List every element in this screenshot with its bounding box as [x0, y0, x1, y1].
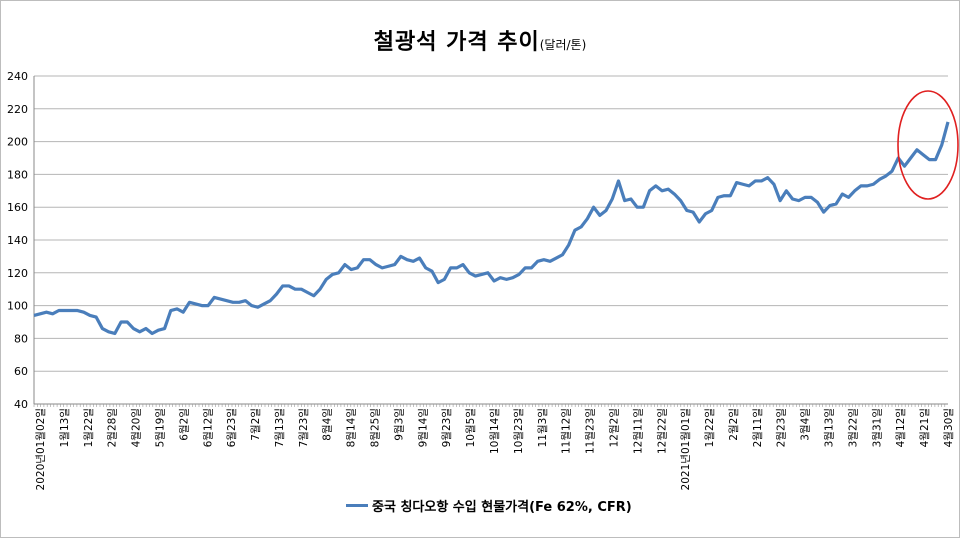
- x-tick-label: 6월12일: [201, 408, 214, 447]
- y-tick-label: 180: [7, 168, 28, 181]
- y-tick-label: 60: [14, 365, 28, 378]
- x-tick-label: 3월31일: [870, 408, 883, 447]
- x-tick-label: 1월13일: [58, 408, 71, 447]
- chart-title: 철광석 가격 추이(달러/톤): [0, 24, 960, 56]
- x-tick-label: 8월4일: [321, 408, 334, 441]
- x-tick-label: 7월2일: [249, 408, 262, 441]
- x-tick-label: 4월12일: [894, 408, 907, 447]
- x-tick-label: 3월13일: [823, 408, 836, 447]
- x-tick-label: 6월2일: [177, 408, 190, 441]
- x-tick-label: 1월22일: [703, 408, 716, 447]
- y-tick-label: 120: [7, 267, 28, 280]
- y-tick-label: 200: [7, 136, 28, 149]
- x-tick-label: 8월14일: [345, 408, 358, 447]
- x-tick-label: 9월3일: [392, 408, 405, 441]
- x-tick-label: 3월4일: [799, 408, 812, 441]
- x-tick-label: 4월20일: [130, 408, 143, 447]
- x-tick-label: 1월22일: [82, 408, 95, 447]
- y-tick-label: 100: [7, 300, 28, 313]
- y-tick-label: 140: [7, 234, 28, 247]
- legend-swatch: [346, 504, 368, 507]
- series-line: [33, 121, 950, 336]
- x-tick-label: 11월23일: [584, 408, 597, 454]
- y-tick-label: 220: [7, 103, 28, 116]
- x-tick-label: 4월21일: [918, 408, 931, 447]
- x-tick-label: 12월11일: [631, 408, 644, 454]
- chart-title-unit: (달러/톤): [539, 38, 587, 52]
- x-tick-label: 2021년01월01일: [679, 408, 692, 490]
- x-tick-label: 7월23일: [297, 408, 310, 447]
- x-tick-label: 11월3일: [536, 408, 549, 447]
- x-tick-label: 10월14일: [488, 408, 501, 454]
- x-tick-label: 9월23일: [440, 408, 453, 447]
- x-tick-label: 10월23일: [512, 408, 525, 454]
- highlight-ellipse: [897, 90, 959, 200]
- x-tick-label: 7월13일: [273, 408, 286, 447]
- x-tick-label: 9월14일: [416, 408, 429, 447]
- y-tick-label: 80: [14, 332, 28, 345]
- x-tick-label: 11월12일: [560, 408, 573, 454]
- y-tick-label: 160: [7, 201, 28, 214]
- x-tick-label: 2월11일: [751, 408, 764, 447]
- y-tick-label: 240: [7, 70, 28, 83]
- x-tick-label: 2020년01월02일: [34, 408, 47, 490]
- x-tick-label: 5월19일: [153, 408, 166, 447]
- y-tick-label: 40: [14, 398, 28, 411]
- x-tick-label: 2월2일: [727, 408, 740, 441]
- x-tick-label: 6월23일: [225, 408, 238, 447]
- x-tick-label: 8월25일: [369, 408, 382, 447]
- chart-title-main: 철광석 가격 추이: [373, 30, 540, 55]
- x-tick-label: 10월5일: [464, 408, 477, 447]
- x-tick-label: 4월30일: [942, 408, 955, 447]
- x-tick-label: 2월23일: [775, 408, 788, 447]
- x-tick-label: 12월2일: [607, 408, 620, 447]
- legend-label: 중국 칭다오항 수입 현물가격(Fe 62%, CFR): [372, 500, 632, 515]
- x-tick-label: 3월22일: [846, 408, 859, 447]
- x-tick-label: 12월22일: [655, 408, 668, 454]
- x-tick-label: 2월28일: [106, 408, 119, 447]
- legend: 중국 칭다오항 수입 현물가격(Fe 62%, CFR): [346, 496, 632, 515]
